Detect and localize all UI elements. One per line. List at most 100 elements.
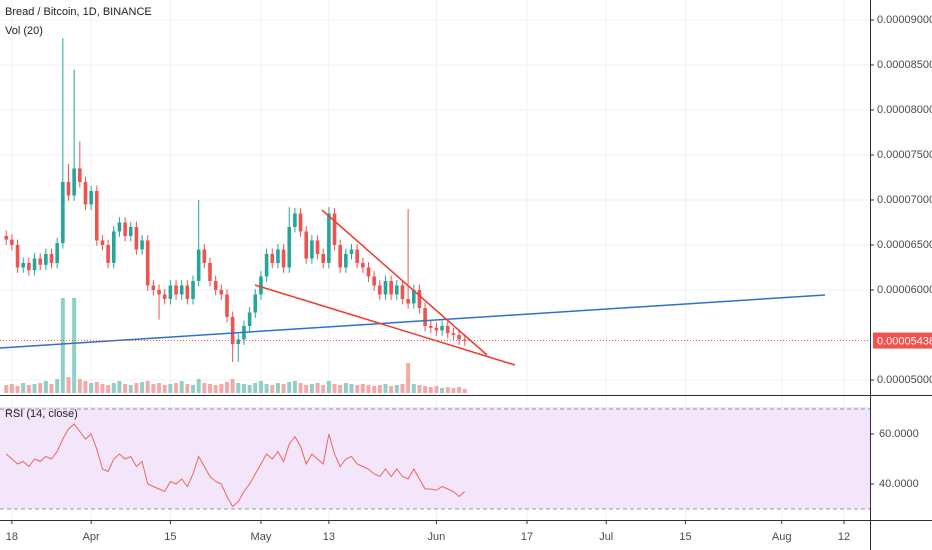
x-tick-label: Jul — [599, 531, 613, 543]
volume-bar — [15, 386, 20, 393]
volume-bar — [43, 381, 48, 393]
candle-body — [287, 226, 292, 268]
candle-body — [344, 253, 348, 268]
volume-bar — [298, 383, 303, 393]
last-price-box — [873, 332, 932, 349]
volume-bar — [21, 383, 26, 393]
candle-body — [100, 240, 105, 245]
volume-bar — [208, 384, 212, 393]
volume-bar — [241, 384, 246, 393]
candle-body — [383, 280, 388, 295]
candle-body — [21, 262, 26, 268]
candle-body — [417, 289, 422, 308]
candle-body — [440, 325, 444, 331]
axes: 0.00005000 0.00006000 0.00006500 0.00007000… — [6, 14, 932, 543]
candle-body — [185, 285, 190, 299]
rsi-tick-label: 60.0000 — [879, 428, 919, 440]
volume-bar — [411, 384, 416, 393]
volume-bar — [462, 389, 467, 393]
candle-body — [72, 168, 76, 196]
volume-bar — [315, 383, 320, 393]
candle-body — [27, 262, 31, 271]
candle-body — [338, 244, 342, 268]
candle-body — [202, 249, 207, 263]
candle-body — [389, 280, 393, 295]
volume-bar — [38, 383, 43, 393]
rsi-label: RSI (14, close) — [5, 408, 78, 420]
last-price-label: 0.00005438 — [877, 335, 932, 347]
candle-body — [10, 239, 14, 245]
candle-body — [83, 181, 88, 205]
candle-body — [378, 285, 382, 295]
volume-bar — [383, 384, 388, 393]
x-tick-label: 15 — [679, 531, 691, 543]
volume-bar — [343, 383, 348, 393]
candle-body — [49, 253, 54, 263]
volume-bar — [304, 385, 309, 393]
volume-bar — [309, 384, 314, 393]
volume-bar — [9, 384, 14, 393]
candle-body — [428, 325, 433, 328]
candle-body — [462, 339, 467, 341]
volume-bar — [213, 385, 218, 393]
candle-body — [259, 276, 263, 295]
volume-bar — [26, 385, 31, 393]
candle-body — [293, 213, 297, 227]
volume-bar — [60, 298, 65, 393]
candle-body — [310, 240, 314, 259]
candle-body — [394, 285, 399, 295]
volume-bar — [360, 384, 365, 393]
candle-body — [134, 226, 139, 250]
candle-layer — [4, 37, 467, 362]
trendline — [254, 284, 516, 366]
volume-bar — [157, 383, 162, 393]
volume-bar — [434, 386, 439, 393]
candle-body — [196, 249, 201, 281]
candle-body — [361, 262, 365, 268]
volume-bar — [264, 384, 269, 393]
y-tick-label: 0.00009000 — [877, 14, 932, 26]
candle-body — [66, 181, 71, 196]
volume-bar — [55, 379, 60, 393]
volume-bar — [270, 385, 275, 393]
candle-body — [434, 327, 439, 331]
candle-body — [38, 258, 42, 265]
x-tick-label: 12 — [838, 531, 850, 543]
candle-body — [15, 244, 20, 268]
volume-bar — [451, 388, 456, 393]
candle-body — [157, 289, 161, 295]
volume-bar — [174, 383, 179, 393]
y-tick-label: 0.00006500 — [877, 239, 932, 251]
volume-bar — [253, 383, 258, 393]
candle-body — [332, 213, 337, 245]
candle-body — [219, 289, 224, 295]
x-tick-label: 18 — [6, 531, 18, 543]
candle-body — [94, 190, 99, 241]
y-tick-label: 0.00005000 — [877, 374, 932, 386]
volume-bar — [440, 388, 445, 393]
volume-bar — [332, 384, 337, 393]
volume-bar — [400, 384, 405, 393]
rsi-layer — [0, 408, 870, 510]
volume-bar — [151, 384, 156, 393]
volume-bar — [83, 381, 88, 393]
volume-bar — [89, 383, 94, 393]
candle-body — [304, 231, 309, 259]
volume-bar — [457, 387, 462, 393]
candle-body — [55, 243, 59, 263]
candle-body — [61, 181, 65, 244]
volume-bar — [423, 386, 428, 393]
rsi-tick-label: 40.0000 — [879, 478, 919, 490]
volume-bar — [66, 377, 71, 393]
candle-body — [372, 276, 376, 286]
x-tick-label: Jun — [428, 531, 446, 543]
candle-body — [355, 249, 359, 263]
candle-body — [276, 249, 280, 263]
volume-bar — [77, 379, 82, 393]
volume-bar — [428, 387, 433, 393]
volume-bar — [372, 386, 377, 393]
candle-body — [162, 294, 167, 299]
volume-label: Vol (20) — [5, 25, 43, 37]
volume-bar — [377, 385, 382, 393]
